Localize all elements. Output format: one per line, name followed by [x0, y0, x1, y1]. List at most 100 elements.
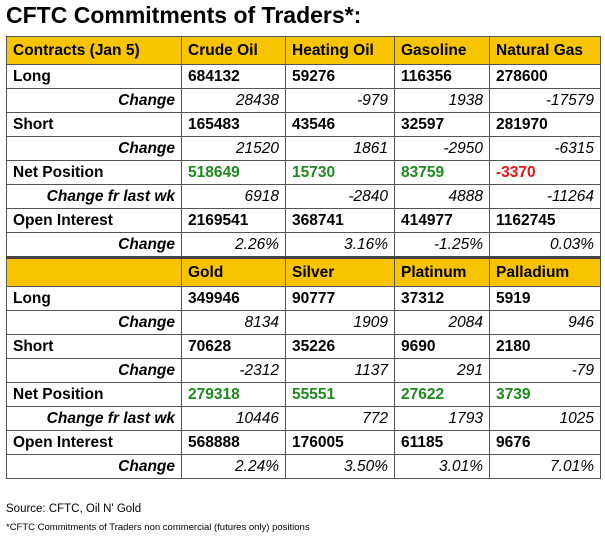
table-cell: 1861	[285, 136, 395, 161]
table-cell: 568888	[181, 430, 286, 455]
net-position-cell: 15730	[285, 160, 395, 185]
table-row: Change 2.24% 3.50% 3.01% 7.01%	[6, 454, 601, 479]
table-cell: 2.26%	[181, 232, 286, 258]
row-label: Long	[6, 286, 182, 311]
row-label: Change	[6, 232, 182, 258]
table-cell: 32597	[394, 112, 490, 137]
net-position-cell: 83759	[394, 160, 490, 185]
table-row: Change 8134 1909 2084 946	[6, 310, 601, 335]
table-cell: 3.50%	[285, 454, 395, 479]
row-label: Net Position	[6, 160, 182, 185]
table-row: Change fr last wk 10446 772 1793 1025	[6, 406, 601, 431]
table-cell: 414977	[394, 208, 490, 233]
table-row: Net Position 279318 55551 27622 3739	[6, 382, 601, 407]
table-cell: 61185	[394, 430, 490, 455]
table-cell: 772	[285, 406, 395, 431]
table-cell: 35226	[285, 334, 395, 359]
table-row: Change -2312 1137 291 -79	[6, 358, 601, 383]
table-cell: -1.25%	[394, 232, 490, 258]
table-cell: 1793	[394, 406, 490, 431]
table-cell: -17579	[489, 88, 601, 113]
table-row: Change 21520 1861 -2950 -6315	[6, 136, 601, 161]
table-cell: 2.24%	[181, 454, 286, 479]
table-cell: 281970	[489, 112, 601, 137]
cot-table: Contracts (Jan 5) Crude Oil Heating Oil …	[6, 36, 601, 479]
row-label: Short	[6, 112, 182, 137]
row-label: Change fr last wk	[6, 184, 182, 209]
table-cell: 349946	[181, 286, 286, 311]
table-cell: 1909	[285, 310, 395, 335]
table-cell: 946	[489, 310, 601, 335]
table-cell: 6918	[181, 184, 286, 209]
net-position-cell: 279318	[181, 382, 286, 407]
page-title: CFTC Commitments of Traders*:	[6, 2, 362, 28]
row-label: Long	[6, 64, 182, 89]
table-cell: 4888	[394, 184, 490, 209]
table-cell: 278600	[489, 64, 601, 89]
table-row: Short 70628 35226 9690 2180	[6, 334, 601, 359]
table-row: Net Position 518649 15730 83759 -3370	[6, 160, 601, 185]
row-label: Short	[6, 334, 182, 359]
table-cell: 9676	[489, 430, 601, 455]
table-cell: 5919	[489, 286, 601, 311]
table-cell: 1162745	[489, 208, 601, 233]
table-cell: -2312	[181, 358, 286, 383]
header-cell: Silver	[285, 256, 395, 287]
table-cell: 1025	[489, 406, 601, 431]
table-cell: 2084	[394, 310, 490, 335]
header-cell: Heating Oil	[285, 36, 395, 65]
header-cell: Platinum	[394, 256, 490, 287]
table-cell: -79	[489, 358, 601, 383]
table-cell: 37312	[394, 286, 490, 311]
header-cell	[6, 256, 182, 287]
source-note: Source: CFTC, Oil N' Gold	[6, 503, 142, 515]
row-label: Net Position	[6, 382, 182, 407]
header-cell: Contracts (Jan 5)	[6, 36, 182, 65]
table-cell: 3.01%	[394, 454, 490, 479]
header-cell: Natural Gas	[489, 36, 601, 65]
table-row: Change fr last wk 6918 -2840 4888 -11264	[6, 184, 601, 209]
table-cell: 116356	[394, 64, 490, 89]
table-cell: 9690	[394, 334, 490, 359]
table-cell: 1137	[285, 358, 395, 383]
table-cell: 165483	[181, 112, 286, 137]
table-row: Short 165483 43546 32597 281970	[6, 112, 601, 137]
row-label: Open Interest	[6, 430, 182, 455]
table-cell: -979	[285, 88, 395, 113]
table-cell: 28438	[181, 88, 286, 113]
table-cell: -2950	[394, 136, 490, 161]
table-cell: 0.03%	[489, 232, 601, 258]
table-row: Change 2.26% 3.16% -1.25% 0.03%	[6, 232, 601, 258]
table-cell: 1938	[394, 88, 490, 113]
energy-header-row: Contracts (Jan 5) Crude Oil Heating Oil …	[6, 36, 601, 65]
table-row: Long 349946 90777 37312 5919	[6, 286, 601, 311]
header-cell: Gold	[181, 256, 286, 287]
row-label: Change	[6, 310, 182, 335]
row-label: Change	[6, 454, 182, 479]
row-label: Open Interest	[6, 208, 182, 233]
net-position-cell: 518649	[181, 160, 286, 185]
row-label: Change	[6, 136, 182, 161]
table-cell: 176005	[285, 430, 395, 455]
table-cell: 21520	[181, 136, 286, 161]
table-cell: 2180	[489, 334, 601, 359]
table-row: Change 28438 -979 1938 -17579	[6, 88, 601, 113]
table-cell: 70628	[181, 334, 286, 359]
table-cell: 3.16%	[285, 232, 395, 258]
table-cell: 7.01%	[489, 454, 601, 479]
row-label: Change	[6, 358, 182, 383]
table-cell: -6315	[489, 136, 601, 161]
table-cell: 59276	[285, 64, 395, 89]
table-cell: 8134	[181, 310, 286, 335]
table-cell: 43546	[285, 112, 395, 137]
table-cell: -11264	[489, 184, 601, 209]
table-cell: 2169541	[181, 208, 286, 233]
header-cell: Crude Oil	[181, 36, 286, 65]
net-position-cell: 27622	[394, 382, 490, 407]
net-position-cell: 3739	[489, 382, 601, 407]
table-cell: 368741	[285, 208, 395, 233]
table-cell: 291	[394, 358, 490, 383]
net-position-cell: 55551	[285, 382, 395, 407]
table-row: Open Interest 568888 176005 61185 9676	[6, 430, 601, 455]
row-label: Change	[6, 88, 182, 113]
